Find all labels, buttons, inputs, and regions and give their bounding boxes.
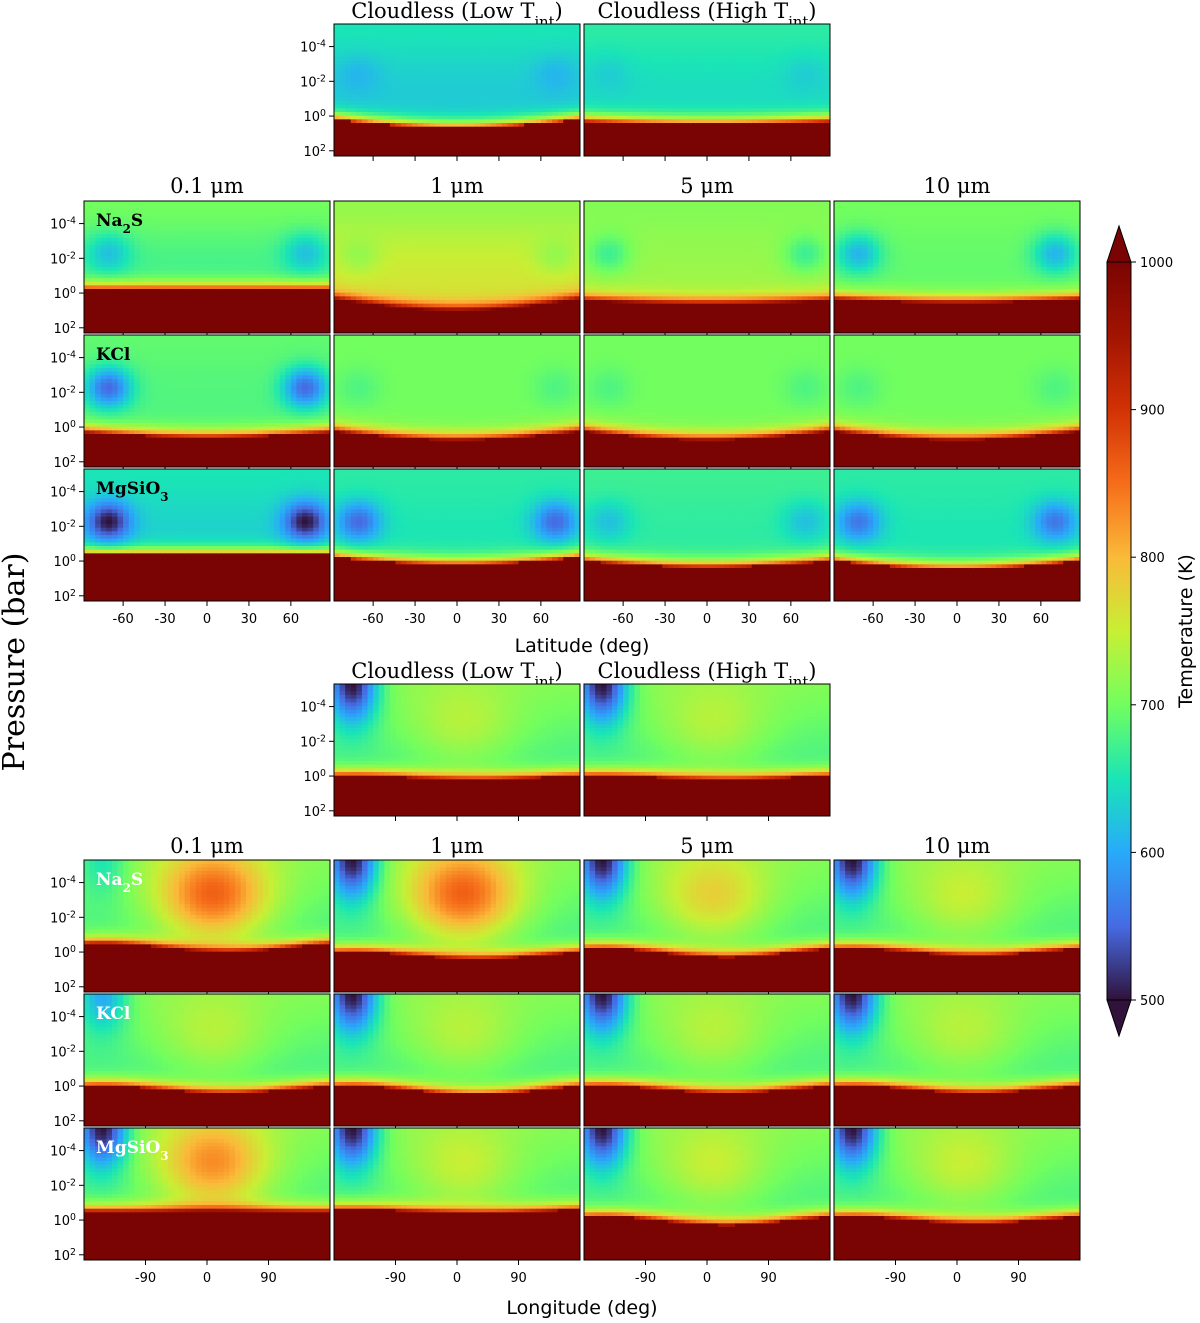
lon-species-label: Na2S [96,870,143,895]
lat-size-title: 1 μm [430,174,484,198]
lat-size-title: 0.1 μm [170,174,244,198]
y-tick-label: 10-2 [50,1043,76,1061]
y-tick-label: 10-2 [300,733,326,751]
lat-xlabel: Latitude (deg) [515,635,650,657]
lon-species-label: MgSiO3 [96,1138,169,1163]
x-tick-label: 60 [533,612,550,627]
y-tick-label: 100 [54,1212,77,1230]
lon-cloudless-title: Cloudless (High Tint) [598,659,817,691]
x-tick-label: 90 [760,1271,777,1286]
y-tick-label: 100 [54,285,77,303]
x-tick-label: 0 [203,612,211,627]
y-tick-label: 10-2 [50,518,76,536]
x-tick-label: 30 [991,612,1008,627]
y-tick-label: 102 [54,1112,77,1130]
x-tick-label: -60 [613,612,634,627]
y-tick-label: 100 [304,768,327,786]
y-tick-label: 10-2 [50,1177,76,1195]
y-tick-label: 102 [54,1246,77,1264]
lon-species-label: KCl [96,1004,131,1024]
y-tick-label: 100 [54,553,77,571]
colorbar-frame [1106,261,1132,1001]
colorbar-label: Temperature (K) [1175,554,1197,709]
lat-species-label: MgSiO3 [96,479,169,504]
y-tick-label: 100 [54,944,77,962]
x-tick-label: 90 [260,1271,277,1286]
lat-species-label: KCl [96,345,131,365]
lon-xlabel: Longitude (deg) [506,1297,657,1319]
lat-size-title: 5 μm [680,174,734,198]
x-tick-label: 30 [741,612,758,627]
x-tick-label: 0 [453,612,461,627]
y-tick-label: 100 [54,419,77,437]
x-tick-label: 0 [953,1271,961,1286]
x-tick-label: -30 [654,612,675,627]
lat-species-label: Na2S [96,211,143,236]
x-tick-label: 90 [510,1271,527,1286]
x-tick-label: 0 [703,1271,711,1286]
y-tick-label: 100 [54,1078,77,1096]
x-tick-label: 60 [783,612,800,627]
x-tick-label: -30 [154,612,175,627]
y-tick-label: 102 [54,453,77,471]
y-tick-label: 100 [304,108,327,126]
x-tick-label: -90 [385,1271,406,1286]
colorbar-tick-label: 1000 [1140,256,1173,271]
y-tick-label: 10-4 [50,1008,76,1025]
colorbar-tick-label: 500 [1140,994,1165,1009]
x-tick-label: -90 [635,1271,656,1286]
x-tick-label: -60 [113,612,134,627]
y-tick-label: 10-2 [50,250,76,268]
y-tick-label: 10-4 [300,698,326,716]
x-tick-label: 0 [453,1271,461,1286]
x-tick-label: 60 [1033,612,1050,627]
x-tick-label: -90 [885,1271,906,1286]
x-tick-label: 0 [953,612,961,627]
x-tick-label: 60 [283,612,300,627]
colorbar-tick-label: 600 [1140,846,1165,861]
x-tick-label: 0 [703,612,711,627]
colorbar-tick-label: 700 [1140,699,1165,714]
colorbar-tick-label: 900 [1140,404,1165,419]
x-tick-label: -60 [363,612,384,627]
lon-size-title: 5 μm [680,834,734,858]
y-tick-label: 102 [54,319,77,337]
x-tick-label: 30 [491,612,508,627]
lon-size-title: 1 μm [430,834,484,858]
lon-cloudless-title: Cloudless (Low Tint) [351,659,562,691]
x-tick-label: -90 [135,1271,156,1286]
colorbar-tick-label: 800 [1140,551,1165,566]
y-tick-label: 102 [304,802,327,820]
y-tick-label: 10-4 [300,38,326,56]
x-tick-label: 30 [241,612,258,627]
y-tick-label: 10-2 [50,384,76,402]
x-tick-label: 0 [203,1271,211,1286]
y-tick-label: 10-4 [50,349,76,367]
y-tick-label: 10-4 [50,1142,76,1160]
x-tick-label: -30 [904,612,925,627]
x-tick-label: -30 [404,612,425,627]
y-tick-label: 10-4 [50,215,76,233]
y-tick-label: 10-4 [50,483,76,501]
y-tick-label: 10-2 [50,909,76,927]
lon-size-title: 0.1 μm [170,834,244,858]
lat-size-title: 10 μm [924,174,991,198]
pressure-ylabel: Pressure (bar) [0,553,32,772]
y-tick-label: 102 [54,587,77,605]
colorbar [1107,262,1131,1000]
x-tick-label: -60 [863,612,884,627]
y-tick-label: 102 [304,142,327,160]
colorbar-extend-min [1106,999,1132,1038]
y-tick-label: 102 [54,978,77,996]
lon-size-title: 10 μm [924,834,991,858]
x-tick-label: 90 [1010,1271,1027,1286]
y-tick-label: 10-4 [50,874,76,892]
colorbar-extend-max [1106,224,1132,263]
y-tick-label: 10-2 [300,73,326,91]
